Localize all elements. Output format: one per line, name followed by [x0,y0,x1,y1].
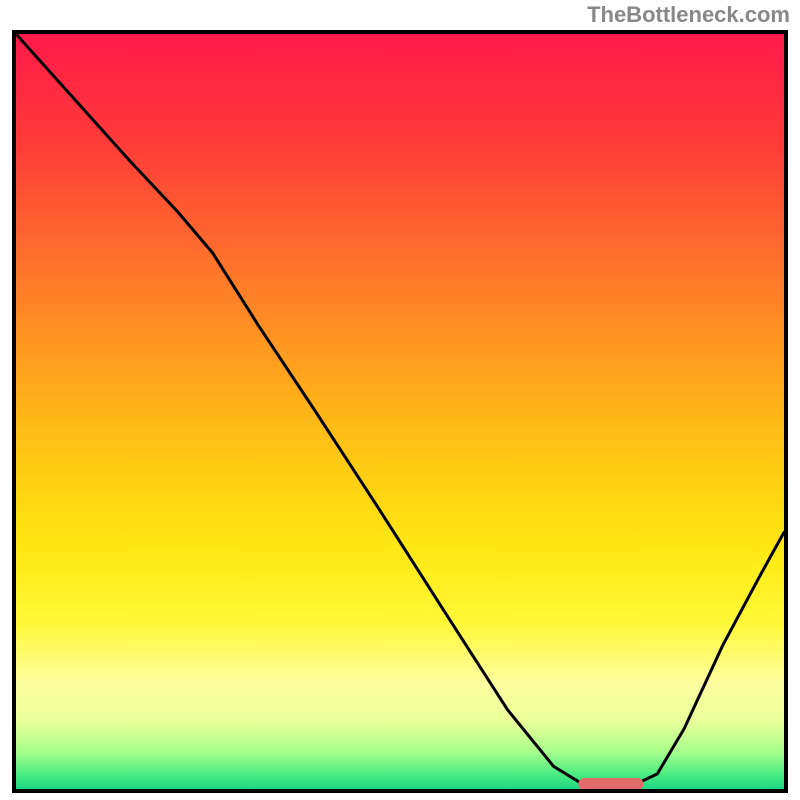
performance-curve [16,34,784,789]
optimal-range-marker [579,778,644,790]
watermark: TheBottleneck.com [587,2,790,28]
bottleneck-chart [12,30,788,793]
